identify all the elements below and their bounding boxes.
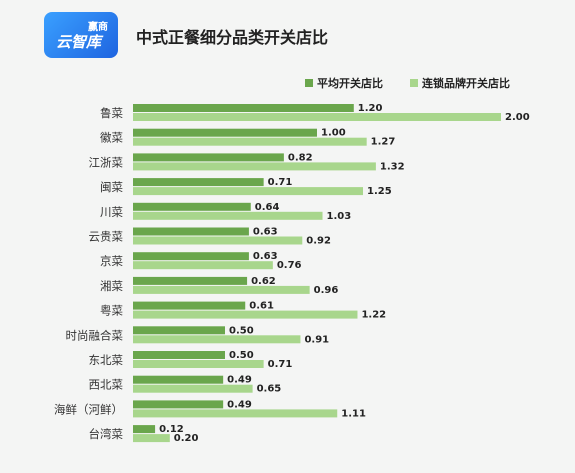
category-label: 粤菜 (100, 304, 123, 318)
value-label: 1.03 (327, 211, 352, 222)
category-label: 川菜 (100, 205, 123, 219)
value-label: 0.91 (304, 334, 329, 345)
bar-avg (133, 425, 156, 434)
category-label: 东北菜 (89, 353, 124, 367)
bar-chain (133, 162, 376, 171)
value-label: 0.49 (227, 399, 252, 410)
value-label: 0.65 (257, 384, 282, 395)
value-label: 1.32 (380, 161, 405, 172)
category-label: 云贵菜 (89, 230, 124, 244)
value-label: 1.20 (358, 103, 383, 114)
category-label: 时尚融合菜 (66, 328, 124, 342)
value-label: 0.62 (251, 276, 276, 287)
bar-avg (133, 104, 354, 112)
bar-avg (133, 375, 224, 384)
category-label: 江浙菜 (89, 155, 124, 169)
value-label: 0.50 (229, 350, 254, 361)
value-label: 1.00 (321, 128, 346, 139)
value-label: 0.64 (255, 202, 280, 213)
bar-avg (133, 153, 284, 162)
legend-label-1: 连锁品牌开关店比 (422, 76, 510, 90)
bar-chain (133, 236, 303, 245)
value-label: 0.50 (229, 325, 254, 336)
bar-avg (133, 178, 264, 187)
category-label: 京菜 (100, 254, 123, 268)
bar-chain (133, 409, 338, 418)
bar-avg (133, 351, 225, 359)
category-label: 海鲜（河鲜） (54, 402, 123, 416)
bar-avg (133, 326, 225, 335)
category-label: 台湾菜 (89, 427, 124, 441)
value-label: 0.71 (268, 177, 293, 188)
logo-line1: 赢商 (88, 22, 108, 33)
value-label: 0.20 (174, 433, 199, 444)
value-label: 0.63 (253, 251, 278, 262)
value-label: 1.25 (367, 186, 392, 197)
value-label: 0.96 (314, 285, 339, 296)
chart-title: 中式正餐细分品类开关店比 (136, 28, 329, 47)
value-label: 0.82 (288, 152, 313, 163)
category-label: 鲁菜 (100, 106, 123, 120)
bar-chain (133, 211, 323, 220)
legend-label-0: 平均开关店比 (317, 76, 383, 90)
category-label: 湘菜 (100, 279, 123, 293)
bar-avg (133, 227, 249, 236)
category-label: 闽菜 (100, 180, 123, 194)
value-labels: 1.20 2.00 1.00 1.27 0.82 1.32 0.71 1.25 0.64 1.03… (159, 103, 530, 444)
bar-avg (133, 400, 224, 409)
bar-chain (133, 335, 301, 344)
bar-chain (133, 360, 264, 368)
bar-avg (133, 202, 251, 211)
value-label: 1.27 (371, 137, 396, 148)
category-label: 徽菜 (100, 131, 123, 145)
value-label: 2.00 (505, 112, 530, 123)
value-label: 0.92 (306, 236, 331, 247)
logo-line2: 云智库 (56, 33, 102, 51)
bar-chain (133, 285, 310, 294)
bar-avg (133, 252, 249, 261)
chart-bars (133, 104, 501, 443)
value-label: 0.63 (253, 227, 278, 238)
bar-avg (133, 276, 248, 285)
value-label: 1.22 (361, 310, 386, 321)
brand-logo: 赢商 云智库 (44, 12, 118, 58)
bar-chain (133, 113, 501, 121)
bar-avg (133, 128, 317, 137)
bar-chain (133, 384, 253, 393)
chart-legend: 平均开关店比 连锁品牌开关店比 (305, 76, 510, 90)
value-label: 0.12 (159, 424, 184, 435)
bar-chain (133, 434, 170, 443)
value-label: 0.71 (268, 359, 293, 370)
value-label: 0.61 (249, 301, 274, 312)
legend-swatch-1 (410, 79, 418, 87)
value-label: 0.76 (277, 260, 302, 271)
legend-swatch-0 (305, 79, 313, 87)
bar-chain (133, 187, 363, 196)
category-label: 西北菜 (89, 378, 124, 392)
value-label: 0.49 (227, 375, 252, 386)
value-label: 1.11 (341, 408, 366, 419)
bar-chain (133, 261, 273, 270)
bar-chain (133, 137, 367, 146)
bar-chain (133, 310, 358, 319)
bar-avg (133, 301, 246, 310)
